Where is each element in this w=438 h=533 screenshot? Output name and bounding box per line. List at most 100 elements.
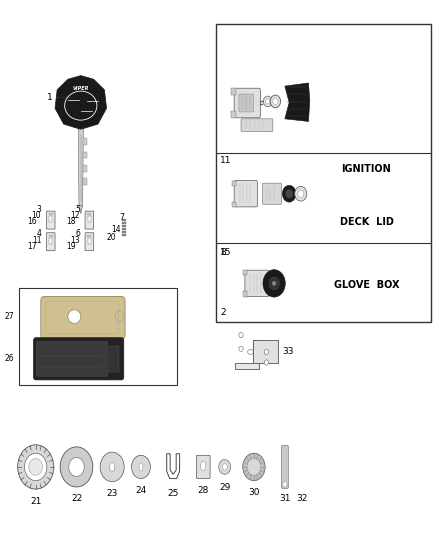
Circle shape: [298, 190, 304, 197]
Circle shape: [283, 482, 287, 487]
Ellipse shape: [110, 462, 115, 472]
Text: 33: 33: [283, 348, 294, 357]
Circle shape: [282, 185, 296, 202]
Bar: [88, 235, 91, 237]
Text: 31: 31: [279, 494, 290, 503]
Text: 4: 4: [36, 229, 41, 238]
Text: 15: 15: [220, 248, 232, 257]
Ellipse shape: [68, 310, 81, 324]
Circle shape: [219, 459, 231, 474]
FancyBboxPatch shape: [34, 338, 124, 380]
FancyBboxPatch shape: [245, 270, 269, 296]
Text: 13: 13: [71, 236, 80, 245]
FancyBboxPatch shape: [239, 94, 254, 112]
Bar: [49, 213, 53, 215]
Bar: [49, 235, 53, 237]
Circle shape: [29, 458, 42, 475]
Circle shape: [247, 458, 261, 475]
Text: 18: 18: [66, 217, 76, 226]
Circle shape: [270, 95, 281, 108]
Bar: [243, 270, 247, 276]
Text: 21: 21: [30, 497, 41, 506]
Text: 11: 11: [220, 156, 232, 165]
Bar: [122, 228, 126, 230]
FancyBboxPatch shape: [46, 233, 55, 251]
Text: 12: 12: [71, 211, 80, 220]
Bar: [122, 231, 126, 233]
Polygon shape: [254, 341, 279, 363]
Ellipse shape: [248, 349, 253, 354]
Text: 26: 26: [4, 354, 14, 364]
Bar: [243, 292, 247, 296]
Circle shape: [265, 99, 270, 104]
Text: 27: 27: [4, 312, 14, 321]
Bar: [109, 345, 120, 372]
Bar: [231, 88, 237, 94]
Bar: [88, 238, 91, 244]
Text: VIPER: VIPER: [73, 86, 89, 91]
Text: 25: 25: [167, 489, 179, 498]
FancyBboxPatch shape: [241, 119, 273, 132]
Circle shape: [222, 464, 227, 470]
Text: 24: 24: [135, 486, 147, 495]
FancyBboxPatch shape: [36, 342, 108, 376]
Circle shape: [273, 98, 278, 104]
Text: 10: 10: [32, 211, 41, 220]
Circle shape: [239, 346, 243, 351]
Bar: [88, 216, 91, 222]
Text: 1: 1: [47, 93, 53, 102]
Text: 11: 11: [32, 236, 41, 245]
FancyBboxPatch shape: [85, 211, 94, 229]
Circle shape: [18, 445, 54, 489]
FancyBboxPatch shape: [46, 211, 55, 229]
Bar: [122, 219, 126, 221]
Bar: [83, 151, 87, 158]
Polygon shape: [55, 76, 106, 130]
Bar: [232, 181, 237, 186]
Text: 30: 30: [248, 488, 260, 497]
Text: 6: 6: [75, 229, 80, 238]
FancyBboxPatch shape: [85, 233, 94, 251]
Circle shape: [286, 190, 293, 198]
Text: 17: 17: [27, 242, 37, 251]
Ellipse shape: [201, 461, 206, 471]
Circle shape: [264, 349, 268, 354]
Circle shape: [243, 453, 265, 481]
Circle shape: [239, 333, 243, 338]
Text: GLOVE  BOX: GLOVE BOX: [334, 280, 399, 290]
Circle shape: [295, 187, 307, 201]
Circle shape: [263, 270, 285, 297]
Text: 29: 29: [219, 483, 230, 492]
Text: 5: 5: [75, 205, 80, 214]
Bar: [122, 235, 126, 237]
Text: 3: 3: [36, 205, 41, 214]
Text: 14: 14: [111, 225, 121, 234]
FancyBboxPatch shape: [234, 181, 258, 207]
Bar: [83, 139, 87, 145]
Bar: [88, 213, 91, 215]
Bar: [122, 222, 126, 224]
Text: 32: 32: [297, 494, 308, 503]
Text: 23: 23: [106, 489, 118, 498]
FancyBboxPatch shape: [196, 455, 210, 479]
Text: 22: 22: [71, 494, 82, 503]
Bar: [83, 165, 87, 172]
Circle shape: [131, 455, 150, 479]
Polygon shape: [285, 83, 310, 122]
Circle shape: [69, 457, 84, 477]
Text: DECK  LID: DECK LID: [339, 217, 393, 227]
Text: 20: 20: [107, 233, 117, 242]
Bar: [231, 111, 237, 118]
Circle shape: [264, 360, 268, 365]
Circle shape: [25, 453, 47, 481]
Bar: [49, 238, 53, 244]
Text: 28: 28: [198, 486, 209, 495]
Text: 19: 19: [66, 242, 76, 251]
Text: 2: 2: [220, 308, 226, 317]
Text: IGNITION: IGNITION: [342, 164, 392, 174]
Polygon shape: [78, 130, 83, 206]
Bar: [122, 225, 126, 227]
Polygon shape: [236, 341, 259, 369]
Ellipse shape: [139, 463, 143, 471]
Bar: [18, 288, 177, 385]
